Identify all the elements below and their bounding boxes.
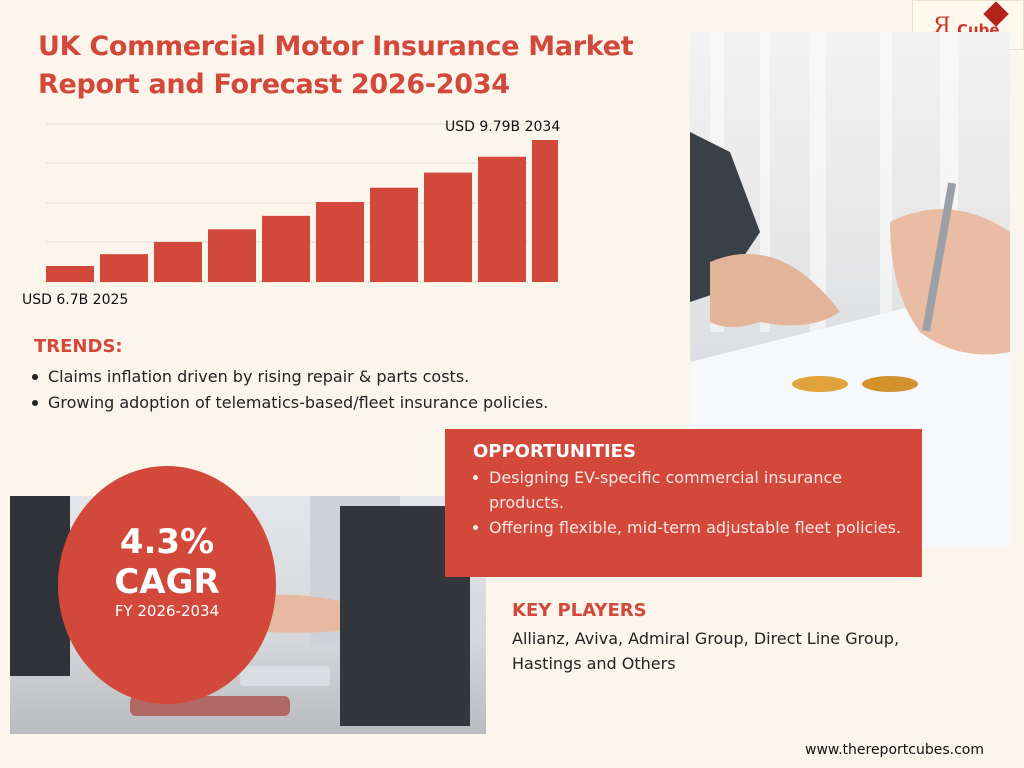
opportunity-item: Designing EV-specific commercial insuran… bbox=[469, 465, 909, 515]
cagr-badge: 4.3% CAGR FY 2026-2034 bbox=[58, 466, 276, 704]
bar-2034 bbox=[532, 140, 558, 282]
bar-2029 bbox=[262, 215, 310, 282]
market-size-bar-chart bbox=[46, 123, 558, 283]
key-players-text: Allianz, Aviva, Admiral Group, Direct Li… bbox=[512, 629, 900, 673]
bar-2028 bbox=[208, 229, 256, 282]
cagr-period: FY 2026-2034 bbox=[114, 602, 220, 620]
page-title: UK Commercial Motor Insurance Market Rep… bbox=[38, 31, 634, 100]
cagr-label: CAGR bbox=[114, 562, 220, 602]
trend-item: Claims inflation driven by rising repair… bbox=[28, 364, 668, 390]
opportunity-item: Offering flexible, mid-term adjustable f… bbox=[469, 515, 909, 540]
trends-heading: TRENDS: bbox=[34, 336, 123, 357]
bar-2033 bbox=[478, 156, 526, 282]
cagr-value: 4.3% bbox=[119, 522, 215, 562]
end-value-label: USD 9.79B 2034 bbox=[445, 119, 561, 135]
bar-2026 bbox=[100, 254, 148, 282]
bar-2031 bbox=[370, 187, 418, 282]
opportunities-panel: OPPORTUNITIES Designing EV-specific comm… bbox=[445, 429, 922, 577]
bar-2027 bbox=[154, 241, 202, 282]
bar-2025 bbox=[46, 266, 94, 282]
trends-list: Claims inflation driven by rising repair… bbox=[28, 364, 668, 416]
opportunities-heading: OPPORTUNITIES bbox=[473, 441, 636, 462]
key-players-heading: KEY PLAYERS bbox=[512, 600, 647, 621]
opportunities-list: Designing EV-specific commercial insuran… bbox=[469, 465, 909, 540]
start-value-label: USD 6.7B 2025 bbox=[22, 292, 129, 308]
trend-item: Growing adoption of telematics-based/fle… bbox=[28, 390, 668, 416]
website-url[interactable]: www.thereportcubes.com bbox=[805, 742, 984, 758]
bar-2032 bbox=[424, 172, 472, 282]
bar-2030 bbox=[316, 201, 364, 282]
